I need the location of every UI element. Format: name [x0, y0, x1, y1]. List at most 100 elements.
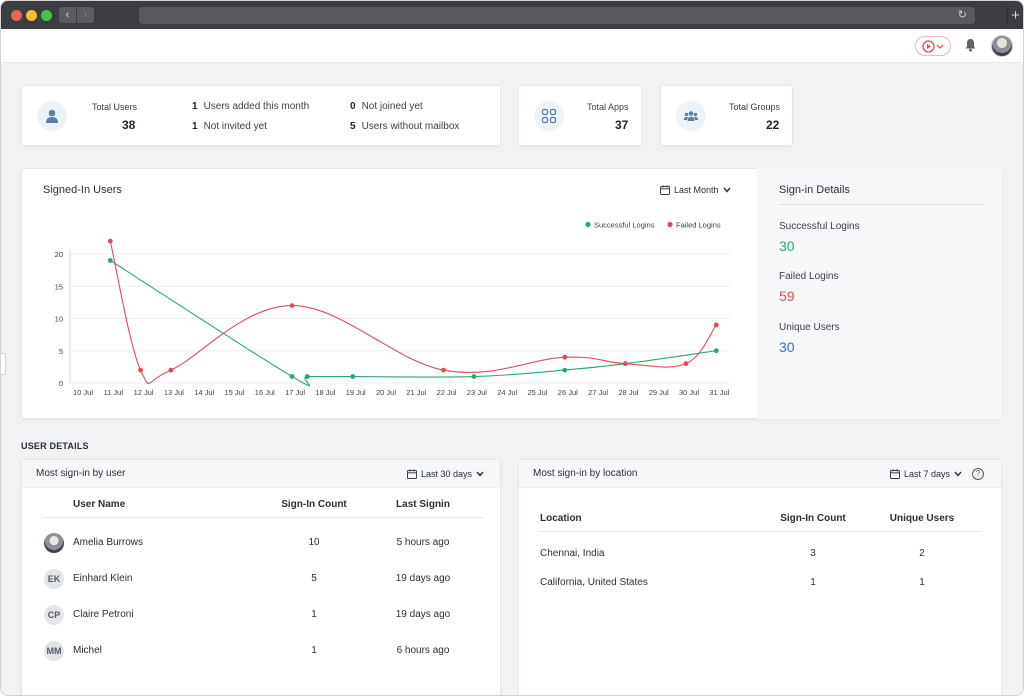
x-tick-label: 17 Jul: [285, 388, 305, 397]
table-row-name[interactable]: Claire Petroni: [73, 609, 134, 620]
table-row-count: 1: [311, 645, 317, 656]
x-tick-label: 13 Jul: [164, 388, 184, 397]
total-users-label: Total Users: [92, 102, 138, 112]
x-tick-label: 27 Jul: [588, 388, 608, 397]
notification-bell-icon[interactable]: [964, 38, 977, 52]
data-point: [713, 348, 719, 354]
legend-marker: [585, 221, 591, 228]
groups-icon: [683, 111, 699, 121]
apps-grid-icon: [541, 108, 557, 124]
address-bar[interactable]: ↻: [139, 7, 975, 24]
signin-details-panel: Sign-in Details Successful Logins 30 Fai…: [757, 168, 1002, 419]
table-row-count: 3: [810, 548, 816, 559]
legend-label: Failed Logins: [676, 221, 721, 230]
table-row-count: 5: [311, 573, 317, 584]
table-row-name[interactable]: Einhard Klein: [73, 573, 133, 584]
total-groups-label: Total Groups: [729, 102, 781, 112]
x-tick-label: 31 Jul: [709, 388, 729, 397]
chart-period-label: Last Month: [674, 185, 719, 195]
series-line: [109, 259, 717, 387]
chart-period-filter[interactable]: Last Month: [660, 185, 731, 195]
table-row-unique: 1: [919, 577, 925, 588]
series-line: [109, 240, 717, 385]
table-row-name[interactable]: Amelia Burrows: [73, 537, 144, 548]
data-point: [289, 303, 295, 308]
avatar-initials: MM: [44, 641, 64, 661]
app-header: [1, 29, 1023, 63]
data-point: [107, 258, 113, 263]
total-apps-card: Total Apps 37: [518, 85, 642, 146]
avatar-initials: EK: [44, 569, 64, 589]
x-tick-label: 18 Jul: [315, 388, 335, 397]
total-groups-card: Total Groups 22: [660, 85, 793, 146]
signin-by-location-header: Most sign-in by location Last 7 days ?: [519, 460, 1001, 488]
sidebar-toggle-handle[interactable]: [1, 353, 6, 375]
new-tab-button[interactable]: +: [1007, 7, 1023, 25]
data-point: [562, 367, 568, 373]
data-point: [713, 322, 719, 328]
col-unique-users: Unique Users: [889, 513, 955, 524]
total-apps-value: 37: [615, 118, 629, 132]
table-row-name[interactable]: Michel: [73, 645, 102, 656]
x-tick-label: 21 Jul: [406, 388, 426, 397]
minimize-window-button[interactable]: [26, 10, 37, 21]
x-tick-label: 16 Jul: [255, 388, 275, 397]
data-point: [622, 361, 628, 367]
avatar: [44, 533, 64, 553]
user-period-label: Last 30 days: [421, 469, 473, 479]
calendar-icon: [890, 469, 900, 479]
divider: [540, 531, 980, 532]
browser-titlebar: ‹ › ↻ +: [1, 1, 1023, 29]
divider: [779, 204, 983, 205]
play-icon: [922, 40, 944, 53]
divider: [43, 517, 483, 518]
data-point: [289, 374, 295, 379]
x-tick-label: 20 Jul: [376, 388, 396, 397]
x-tick-label: 19 Jul: [346, 388, 366, 397]
location-period-filter[interactable]: Last 7 days: [890, 469, 962, 479]
forward-button[interactable]: ›: [77, 7, 94, 23]
signed-in-users-title: Signed-In Users: [43, 184, 122, 196]
x-tick-label: 26 Jul: [558, 388, 578, 397]
data-point: [168, 367, 174, 373]
y-tick-label: 5: [59, 347, 63, 356]
unique-users-label: Unique Users: [779, 322, 840, 333]
signin-by-user-header: Most sign-in by user Last 30 days: [22, 460, 500, 488]
y-tick-label: 10: [55, 315, 63, 324]
users-without-mailbox: 5 Users without mailbox: [350, 121, 460, 132]
reload-icon[interactable]: ↻: [957, 9, 967, 21]
user-period-filter[interactable]: Last 30 days: [407, 469, 484, 479]
data-point: [304, 374, 310, 379]
successful-logins-value: 30: [779, 238, 795, 254]
x-tick-label: 24 Jul: [497, 388, 517, 397]
close-window-button[interactable]: [11, 10, 22, 21]
data-point: [350, 374, 356, 379]
maximize-window-button[interactable]: [41, 10, 52, 21]
table-row-last: 6 hours ago: [396, 645, 450, 656]
data-point: [107, 238, 113, 244]
user-icon: [46, 109, 58, 123]
profile-avatar[interactable]: [991, 35, 1013, 57]
total-users-value: 38: [122, 118, 136, 132]
table-row-location: Chennai, India: [540, 548, 605, 559]
y-tick-label: 15: [55, 282, 63, 291]
legend-label: Successful Logins: [594, 221, 655, 230]
data-point: [471, 374, 477, 379]
col-signin-count: Sign-In Count: [780, 513, 846, 524]
back-button[interactable]: ‹: [59, 7, 76, 23]
failed-logins-label: Failed Logins: [779, 271, 839, 282]
help-icon[interactable]: ?: [972, 468, 984, 480]
video-dropdown-button[interactable]: [915, 36, 951, 56]
signin-by-location-card: Most sign-in by location Last 7 days ? L…: [518, 459, 1002, 695]
col-location: Location: [540, 513, 582, 524]
signin-by-location-title: Most sign-in by location: [533, 468, 638, 479]
not-invited: 1 Not invited yet: [192, 121, 267, 132]
x-tick-label: 12 Jul: [134, 388, 154, 397]
col-signin-count: Sign-In Count: [281, 499, 347, 510]
data-point: [441, 367, 446, 373]
avatar-initials: CP: [44, 605, 64, 625]
table-row-last: 19 days ago: [395, 573, 451, 584]
signin-details-title: Sign-in Details: [779, 184, 850, 196]
total-groups-value: 22: [766, 118, 780, 132]
